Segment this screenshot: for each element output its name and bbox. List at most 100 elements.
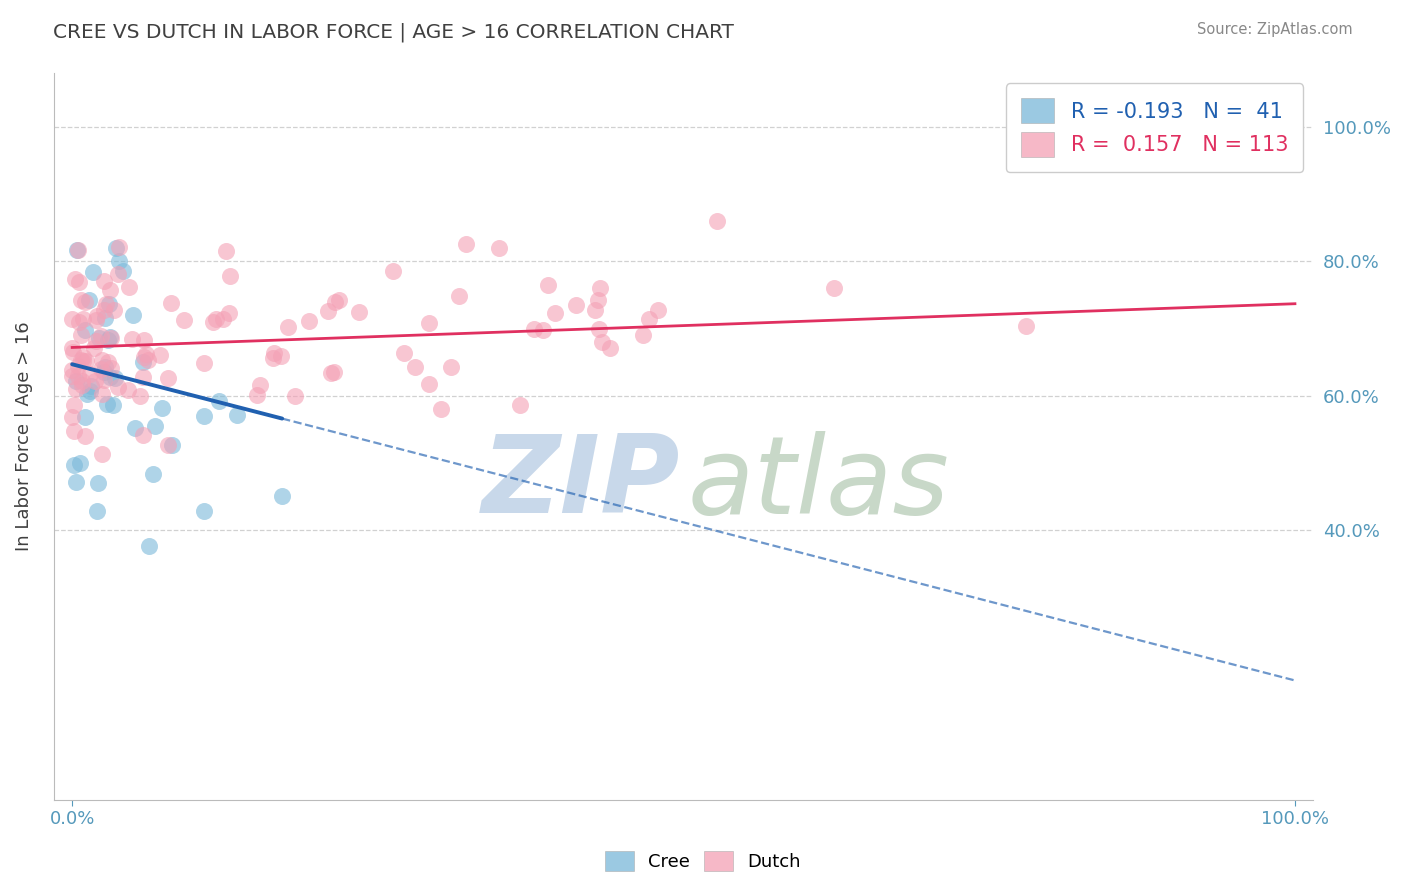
Point [111, 263, 134, 277]
Point [87, 331, 110, 345]
Point [150, 401, 173, 416]
Point [70, 293, 93, 308]
Point [72, 350, 94, 364]
Text: atlas: atlas [688, 431, 949, 536]
Text: Source: ZipAtlas.com: Source: ZipAtlas.com [1197, 22, 1353, 37]
Point [271, 489, 294, 503]
Point [246, 387, 269, 401]
Point [84, 334, 107, 348]
Point [121, 332, 143, 346]
Point [90, 328, 112, 343]
Point [100, 361, 122, 376]
Point [319, 367, 342, 381]
Point [65, 272, 87, 286]
Point [591, 335, 613, 350]
Point [193, 409, 215, 424]
Point [66, 359, 89, 373]
Point [159, 295, 181, 310]
Point [136, 353, 159, 368]
Point [128, 389, 150, 403]
Point [193, 356, 215, 370]
Point [67, 315, 90, 329]
Point [447, 288, 470, 302]
Point [75, 428, 97, 442]
Point [63, 424, 86, 438]
Point [706, 214, 728, 228]
Point [543, 306, 565, 320]
Point [75, 323, 97, 337]
Point [96, 296, 118, 310]
Point [86, 309, 108, 323]
Point [62, 341, 84, 355]
Point [347, 305, 370, 319]
Point [83, 374, 105, 388]
Point [72, 354, 94, 368]
Point [430, 402, 453, 417]
Point [98, 329, 121, 343]
Point [97, 355, 120, 369]
Point [418, 316, 440, 330]
Point [87, 476, 110, 491]
Point [218, 306, 240, 320]
Point [145, 418, 167, 433]
Point [62, 458, 84, 473]
Point [193, 504, 215, 518]
Point [404, 359, 426, 374]
Point [104, 241, 127, 255]
Point [823, 281, 845, 295]
Point [107, 267, 129, 281]
Point [202, 315, 225, 329]
Point [132, 350, 155, 364]
Point [98, 284, 121, 298]
Point [418, 376, 440, 391]
Point [531, 323, 554, 337]
Point [138, 539, 160, 553]
Point [208, 393, 231, 408]
Point [226, 409, 249, 423]
Point [108, 254, 131, 268]
Point [83, 342, 105, 356]
Point [157, 438, 180, 452]
Point [509, 399, 531, 413]
Point [70, 327, 93, 342]
Point [583, 302, 606, 317]
Point [156, 371, 179, 385]
Point [86, 504, 108, 518]
Point [101, 398, 124, 412]
Point [79, 384, 101, 399]
Point [108, 240, 131, 254]
Point [322, 365, 344, 379]
Point [149, 348, 172, 362]
Point [60, 409, 83, 424]
Point [93, 303, 115, 318]
Point [277, 319, 299, 334]
Point [107, 380, 129, 394]
Point [60, 312, 83, 326]
Point [67, 275, 90, 289]
Point [60, 363, 83, 377]
Point [70, 378, 93, 392]
Point [60, 369, 83, 384]
Point [93, 373, 115, 387]
Point [94, 359, 117, 374]
Point [637, 311, 659, 326]
Point [219, 269, 242, 284]
Point [90, 353, 112, 368]
Point [565, 298, 588, 312]
Point [124, 421, 146, 435]
Point [65, 382, 87, 396]
Point [325, 295, 347, 310]
Point [67, 244, 90, 258]
Point [80, 378, 103, 392]
Point [328, 293, 350, 308]
Point [117, 383, 139, 397]
Point [211, 311, 233, 326]
Point [440, 359, 463, 374]
Point [66, 368, 89, 383]
Point [131, 369, 153, 384]
Point [215, 244, 238, 258]
Point [103, 303, 125, 318]
Point [122, 308, 145, 322]
Point [134, 333, 156, 347]
Point [62, 345, 84, 359]
